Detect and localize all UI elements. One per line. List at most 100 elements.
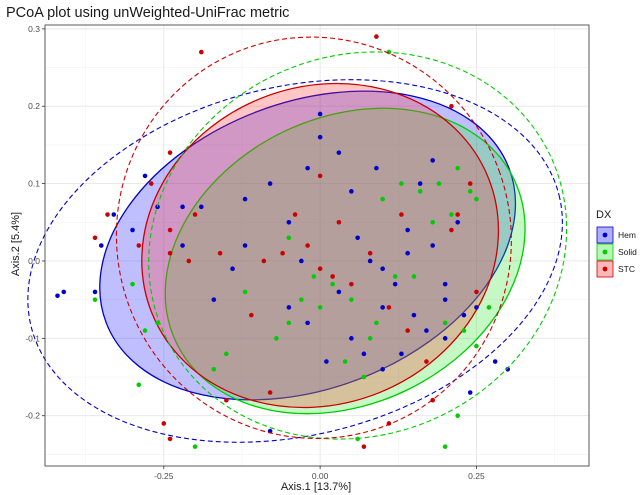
point-stc: [105, 212, 110, 217]
point-hem: [349, 336, 354, 341]
point-hem: [267, 181, 273, 186]
point-hem: [92, 289, 98, 295]
point-hem: [130, 227, 135, 233]
point-stc: [305, 243, 310, 248]
point-hem: [286, 219, 292, 225]
point-hem: [242, 243, 248, 248]
point-hem: [417, 181, 423, 186]
point-stc: [167, 250, 173, 256]
point-solid: [486, 305, 492, 310]
point-solid: [399, 181, 404, 186]
y-tick-label: -0.2: [25, 411, 40, 421]
point-hem: [349, 189, 354, 194]
y-tick-label: 0.3: [28, 24, 40, 34]
point-solid: [330, 281, 335, 287]
point-hem: [367, 258, 373, 264]
point-stc: [467, 181, 473, 186]
point-solid: [367, 336, 373, 341]
point-stc: [249, 312, 254, 318]
y-tick-label: -0.1: [25, 333, 40, 343]
point-hem: [180, 243, 185, 248]
point-solid: [274, 336, 279, 341]
point-stc: [224, 397, 229, 403]
point-hem: [305, 320, 310, 326]
point-solid: [136, 382, 142, 388]
point-solid: [224, 351, 229, 357]
x-tick-label: -0.25: [154, 471, 174, 481]
point-stc: [386, 305, 392, 310]
point-stc: [424, 359, 429, 364]
point-stc: [455, 212, 460, 217]
point-stc: [399, 212, 404, 217]
point-hem: [392, 281, 398, 287]
point-solid: [430, 219, 435, 225]
point-stc: [367, 250, 373, 256]
point-solid: [311, 274, 317, 279]
point-solid: [130, 281, 135, 287]
point-solid: [474, 196, 479, 202]
point-hem: [411, 312, 417, 318]
point-solid: [392, 274, 398, 279]
point-hem: [299, 258, 304, 264]
point-stc: [474, 289, 479, 295]
panel-border: [44, 24, 590, 467]
point-solid: [361, 374, 367, 380]
point-stc: [192, 212, 198, 217]
point-solid: [442, 320, 448, 326]
point-hem: [430, 158, 435, 163]
point-stc: [92, 235, 98, 241]
legend-dot-solid: [602, 249, 608, 255]
point-hem: [442, 281, 448, 287]
point-hem: [230, 266, 235, 272]
y-axis-title: Axis.2 [5.4%]: [10, 212, 22, 276]
point-solid: [299, 297, 304, 302]
point-stc: [148, 181, 154, 186]
point-stc: [267, 390, 273, 395]
point-hem: [324, 359, 329, 364]
point-hem: [455, 219, 460, 225]
point-hem: [442, 297, 448, 302]
point-stc: [167, 150, 173, 155]
confidence-ellipse-stc: [141, 82, 500, 409]
point-hem: [317, 111, 323, 117]
point-solid: [461, 328, 467, 333]
point-stc: [374, 34, 379, 39]
point-stc: [217, 250, 223, 256]
point-stc: [336, 219, 342, 225]
point-stc: [449, 103, 454, 109]
point-solid: [467, 189, 473, 194]
point-hem: [305, 165, 310, 171]
point-hem: [98, 243, 104, 248]
point-hem: [380, 366, 385, 372]
point-stc: [430, 397, 435, 403]
point-stc: [317, 266, 323, 272]
point-hem: [336, 289, 342, 295]
point-solid: [380, 196, 385, 202]
point-stc: [449, 227, 454, 233]
point-solid: [342, 359, 348, 364]
point-stc: [199, 49, 204, 55]
point-solid: [92, 297, 98, 302]
point-hem: [461, 312, 467, 318]
point-hem: [317, 134, 323, 140]
x-tick-label: 0.00: [312, 471, 329, 481]
point-solid: [455, 165, 460, 171]
point-solid: [442, 444, 448, 449]
point-hem: [505, 366, 511, 372]
point-stc: [292, 212, 298, 217]
point-hem: [474, 305, 479, 310]
confidence-ellipse-solid: [164, 107, 526, 415]
x-axis-title: Axis.1 [13.7%]: [281, 481, 351, 493]
point-hem: [211, 297, 217, 302]
point-solid: [436, 181, 442, 186]
legend-label-solid: Solid: [618, 247, 637, 257]
point-solid: [317, 305, 323, 310]
point-stc: [361, 444, 367, 449]
point-stc: [405, 328, 410, 333]
y-tick-label: 0.2: [28, 101, 40, 111]
point-stc: [136, 243, 142, 248]
legend: DX Hem Solid STC: [596, 209, 637, 278]
point-hem: [399, 351, 404, 357]
